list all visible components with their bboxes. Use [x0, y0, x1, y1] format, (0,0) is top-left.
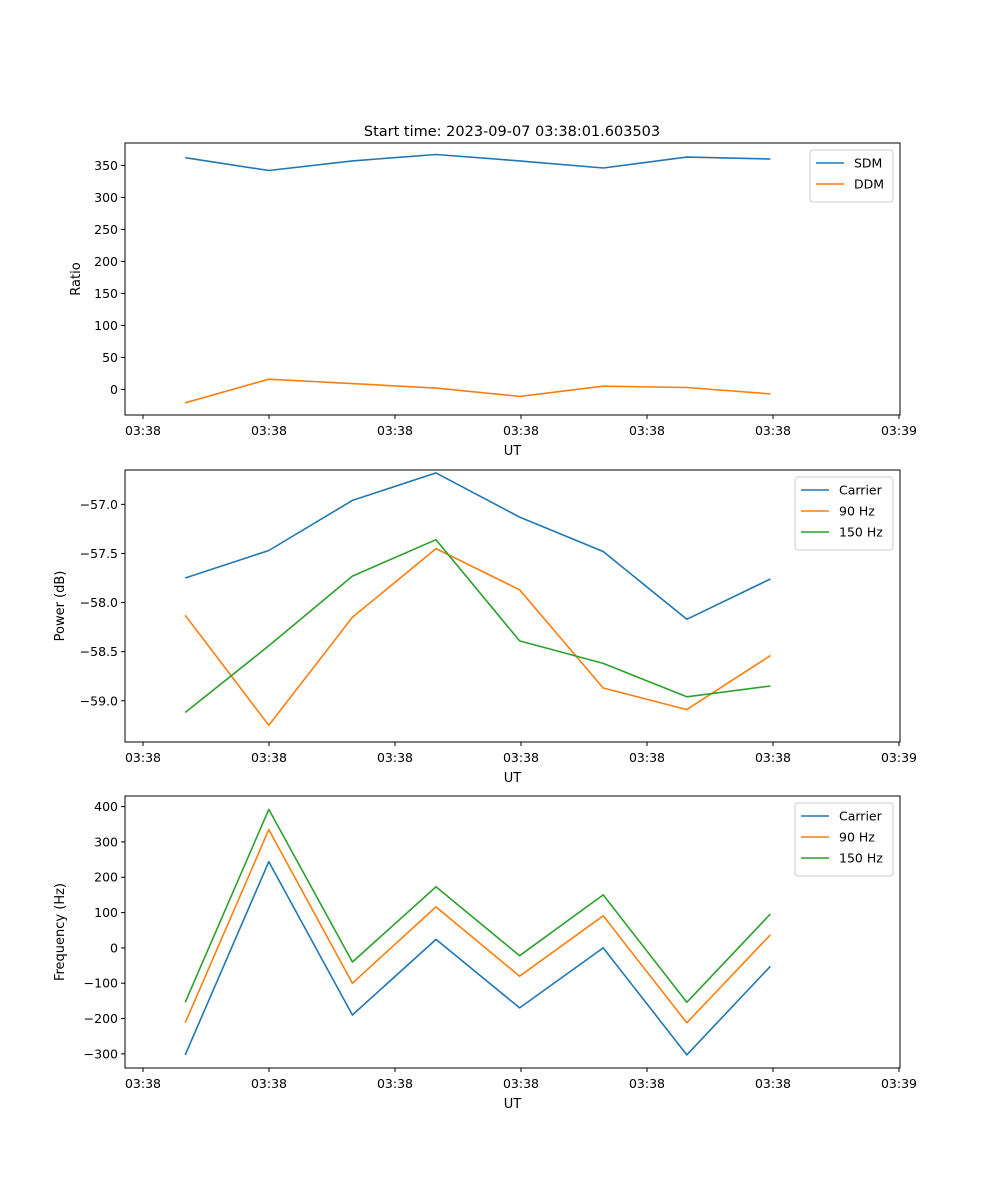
y-tick-label: 50: [102, 350, 118, 365]
y-tick-label: −57.0: [80, 497, 118, 512]
y-tick-label: −200: [84, 1011, 118, 1026]
series-line-ddm: [184, 378, 771, 404]
x-tick-label: 03:38: [503, 423, 539, 438]
legend-label: 150 Hz: [839, 851, 883, 866]
legend-label: 150 Hz: [839, 525, 883, 540]
subplot-1: 03:38 03:38 03:38 03:38 03:38 03:38 03:39 UT 0 50…: [69, 142, 917, 459]
series-line-90-hz: [184, 828, 771, 1024]
series-line-carrier: [184, 472, 771, 621]
y-tick-label: 200: [94, 254, 118, 269]
x-tick-label: 03:39: [881, 750, 917, 765]
x-tick-label: 03:38: [125, 1076, 161, 1091]
y-tick-label: −58.5: [80, 644, 118, 659]
figure-title: Start time: 2023-09-07 03:38:01.603503: [364, 124, 660, 140]
axes-frame: [124, 469, 901, 743]
legend: SDM DDM: [809, 149, 894, 203]
y-tick-label: 0: [110, 940, 118, 955]
legend-label: SDM: [854, 156, 882, 171]
y-tick-label: 350: [94, 158, 118, 173]
axes-frame: [124, 142, 901, 416]
y-tick-label: 100: [94, 318, 118, 333]
legend: Carrier 90 Hz 150 Hz: [794, 476, 894, 551]
x-axis-label: UT: [504, 771, 522, 786]
x-tick-label: 03:39: [881, 1076, 917, 1091]
y-axis-label: Ratio: [69, 262, 84, 295]
subplot-3: 03:38 03:38 03:38 03:38 03:38 03:38 03:39 UT −30…: [53, 795, 917, 1112]
x-tick-label: 03:38: [125, 423, 161, 438]
legend-label: Carrier: [839, 809, 883, 824]
legend: Carrier 90 Hz 150 Hz: [794, 802, 894, 877]
legend-label: DDM: [854, 177, 884, 192]
x-tick-label: 03:38: [503, 1076, 539, 1091]
plots-container: 03:38 03:38 03:38 03:38 03:38 03:38 03:39 UT 0 50…: [53, 142, 917, 1112]
legend-label: Carrier: [839, 483, 883, 498]
y-tick-label: −100: [84, 976, 118, 991]
x-tick-label: 03:38: [629, 1076, 665, 1091]
series-line-90-hz: [184, 547, 771, 727]
series-line-150-hz: [184, 538, 771, 714]
axes-frame: [124, 795, 901, 1069]
y-tick-label: 400: [94, 799, 118, 814]
x-tick-label: 03:38: [125, 750, 161, 765]
y-axis-label: Frequency (Hz): [53, 883, 68, 981]
x-axis-label: UT: [504, 1097, 522, 1112]
y-tick-label: −58.0: [80, 595, 118, 610]
x-tick-label: 03:38: [377, 1076, 413, 1091]
x-tick-label: 03:38: [251, 1076, 287, 1091]
y-tick-label: 0: [110, 382, 118, 397]
y-tick-label: 200: [94, 870, 118, 885]
x-axis-label: UT: [504, 444, 522, 459]
y-tick-label: −57.5: [80, 546, 118, 561]
x-tick-label: 03:38: [377, 423, 413, 438]
subplot-2: 03:38 03:38 03:38 03:38 03:38 03:38 03:39 UT −59…: [53, 469, 917, 786]
x-tick-label: 03:38: [755, 750, 791, 765]
x-tick-label: 03:38: [629, 423, 665, 438]
x-tick-label: 03:38: [503, 750, 539, 765]
x-tick-label: 03:38: [377, 750, 413, 765]
x-tick-label: 03:39: [881, 423, 917, 438]
x-tick-label: 03:38: [755, 1076, 791, 1091]
y-axis-label: Power (dB): [53, 571, 68, 642]
x-tick-label: 03:38: [755, 423, 791, 438]
y-tick-label: 150: [94, 286, 118, 301]
y-tick-label: −300: [84, 1046, 118, 1061]
legend-label: 90 Hz: [839, 830, 875, 845]
y-tick-label: 250: [94, 222, 118, 237]
series-line-150-hz: [184, 808, 771, 1004]
x-tick-label: 03:38: [251, 750, 287, 765]
x-tick-label: 03:38: [251, 423, 287, 438]
y-tick-label: 100: [94, 905, 118, 920]
y-tick-label: 300: [94, 190, 118, 205]
series-line-carrier: [184, 860, 771, 1056]
legend-label: 90 Hz: [839, 504, 875, 519]
series-line-sdm: [185, 153, 771, 172]
x-tick-label: 03:38: [629, 750, 665, 765]
y-tick-label: 300: [94, 834, 118, 849]
y-tick-label: −59.0: [80, 693, 118, 708]
